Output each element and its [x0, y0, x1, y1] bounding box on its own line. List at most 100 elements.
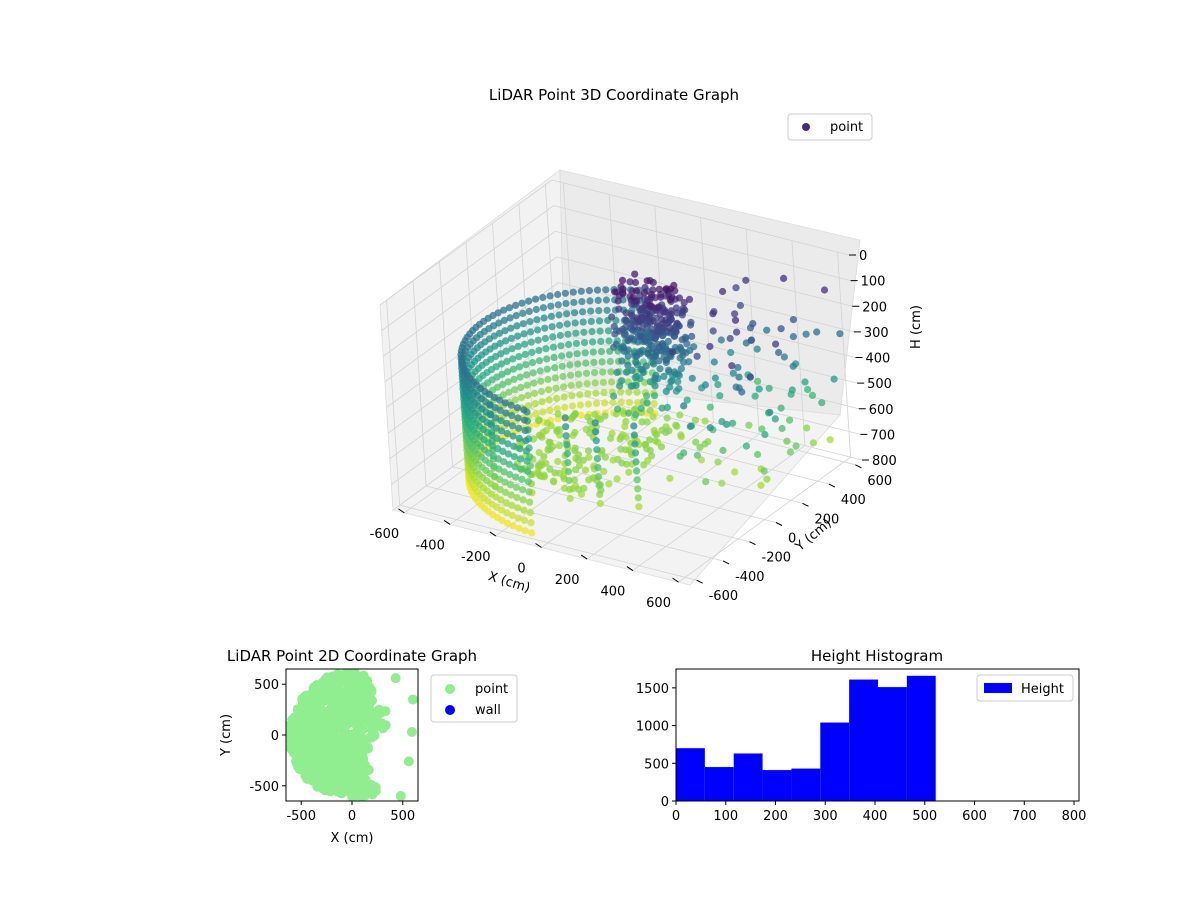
data-point-3d: [569, 288, 577, 296]
data-point-3d: [631, 278, 640, 287]
x-tick-label-3d: 600: [646, 596, 671, 611]
data-point-3d: [643, 277, 651, 285]
data-point-3d: [575, 380, 583, 389]
data-point-3d: [662, 428, 670, 436]
data-point-3d: [633, 467, 641, 475]
data-point-3d: [666, 324, 674, 332]
data-point-3d: [677, 431, 685, 439]
data-point-3d: [717, 336, 725, 344]
data-point-3d: [535, 357, 544, 365]
data-point-2d: [301, 765, 312, 776]
data-point-3d: [632, 287, 640, 295]
data-point-3d: [524, 467, 532, 475]
data-point-3d: [751, 392, 759, 400]
z-tick-label-3d: 700: [870, 428, 895, 443]
data-point-3d: [645, 436, 654, 444]
data-point-3d: [675, 294, 684, 302]
data-point-3d: [501, 488, 510, 496]
data-point-3d: [631, 323, 639, 331]
data-point-3d: [780, 353, 789, 361]
z-tick-label-3d: 600: [869, 403, 894, 418]
data-point-3d: [532, 295, 540, 303]
data-point-3d: [651, 374, 659, 382]
histogram-title: Height Histogram: [811, 647, 943, 665]
data-point-3d: [618, 357, 626, 365]
data-point-3d: [496, 406, 504, 414]
data-point-2d: [328, 760, 339, 771]
data-point-3d: [568, 413, 576, 422]
data-point-3d: [643, 310, 651, 318]
data-point-3d: [600, 389, 608, 397]
data-point-3d: [554, 410, 562, 418]
data-point-2d: [356, 753, 366, 763]
data-point-3d: [595, 481, 603, 490]
data-point-3d: [775, 348, 783, 357]
data-point-3d: [530, 379, 538, 387]
data-point-3d: [500, 458, 508, 466]
data-point-2d: [369, 708, 380, 719]
data-point-3d: [607, 368, 615, 376]
data-point-3d: [632, 411, 640, 419]
data-point-3d: [662, 356, 671, 364]
data-point-3d: [534, 336, 542, 344]
data-point-3d: [696, 443, 704, 451]
data-point-3d: [772, 340, 780, 348]
data-point-3d: [514, 342, 522, 350]
data-point-3d: [550, 478, 558, 486]
data-point-3d: [509, 522, 517, 530]
data-point-3d: [568, 392, 576, 400]
data-point-3d: [592, 428, 600, 436]
data-point-2d: [346, 680, 357, 690]
data-point-3d: [538, 433, 546, 441]
data-point-2d: [317, 782, 328, 793]
data-point-3d: [651, 382, 659, 390]
data-point-3d: [753, 345, 761, 353]
data-point-3d: [736, 301, 745, 310]
data-point-3d: [528, 348, 536, 356]
data-point-2d: [343, 769, 353, 780]
z-axis-label-3d: H (cm): [909, 305, 924, 349]
data-point-3d: [584, 447, 593, 455]
data-point-3d: [559, 372, 567, 381]
data-point-3d: [539, 304, 548, 312]
data-point-2d: [361, 690, 372, 701]
data-point-3d: [519, 320, 527, 328]
z-tick-label-3d: 800: [872, 454, 897, 469]
data-point-3d: [501, 399, 509, 407]
data-point-3d: [803, 424, 811, 432]
x-tick-label-3d: 400: [600, 585, 625, 600]
data-point-3d: [643, 418, 651, 426]
data-point-3d: [709, 310, 717, 318]
data-point-3d: [502, 409, 510, 417]
data-point-3d: [647, 291, 656, 299]
data-point-3d: [792, 442, 800, 450]
data-point-3d: [548, 323, 556, 331]
data-point-3d: [560, 393, 568, 401]
grid-line-3d: [555, 230, 853, 307]
data-point-3d: [513, 404, 522, 412]
data-point-3d: [592, 437, 600, 445]
data-point-2d: [329, 692, 339, 703]
data-point-3d: [558, 352, 566, 360]
data-point-3d: [536, 472, 544, 480]
data-point-2d: [327, 677, 338, 688]
data-point-3d: [543, 365, 551, 373]
data-point-3d: [641, 283, 649, 292]
data-point-3d: [621, 422, 629, 430]
x-tick-label-histogram: 300: [813, 809, 838, 824]
data-point-3d: [604, 327, 613, 335]
data-point-3d: [615, 305, 623, 313]
plot-frame-histogram: [675, 668, 1080, 802]
data-point-3d: [786, 448, 795, 456]
data-point-3d: [534, 417, 543, 425]
data-point-3d: [503, 509, 511, 517]
data-point-3d: [565, 340, 573, 349]
x-tick-label-histogram: 600: [962, 809, 987, 824]
data-point-3d: [577, 411, 585, 419]
data-point-3d: [567, 371, 575, 379]
x-tick-label-histogram: 800: [1062, 809, 1087, 824]
data-point-3d: [564, 330, 572, 338]
x-tick-3d: [489, 531, 497, 537]
data-point-2d: [368, 723, 379, 734]
data-point-3d: [581, 466, 590, 474]
